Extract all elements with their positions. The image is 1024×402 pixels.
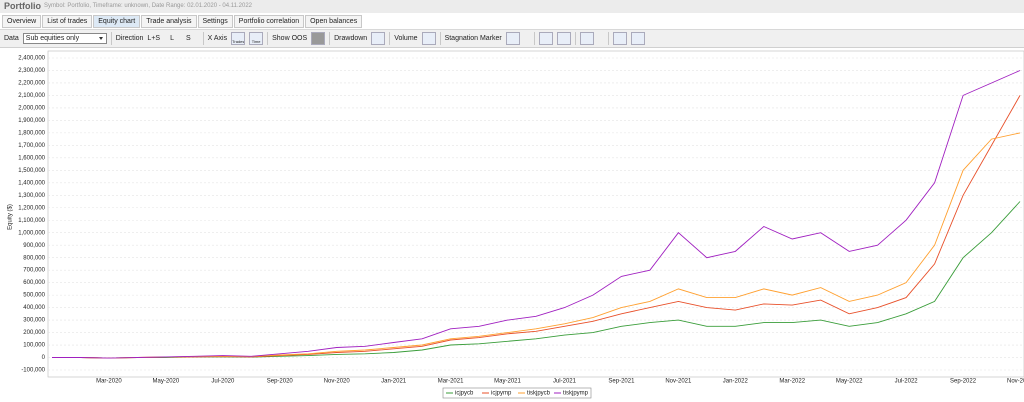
- tab[interactable]: Portfolio correlation: [233, 15, 305, 28]
- label: Show OOS: [272, 35, 308, 42]
- y-tick-label: 2,200,000: [18, 81, 45, 87]
- separator: [607, 32, 609, 45]
- direction-button[interactable]: S: [185, 35, 191, 42]
- x-axis-button[interactable]: Trades: [231, 32, 246, 45]
- x-tick-label: Jul-2020: [211, 379, 235, 385]
- chart-button[interactable]: [579, 32, 594, 45]
- y-tick-label: 800,000: [23, 255, 45, 261]
- x-tick-label: Mar-2020: [96, 379, 122, 385]
- oos-toggle[interactable]: [311, 32, 326, 45]
- separator: [574, 32, 576, 45]
- equity-line: [52, 70, 1021, 359]
- equity-chart: Equity ($) -100,000 0 100,000 200,000 300,00…: [8, 50, 1024, 399]
- y-tick-label: 300,000: [23, 318, 45, 324]
- y-tick-label: 400,000: [23, 305, 45, 311]
- x-tick-label: Jul-2021: [553, 379, 577, 385]
- label: Drawdown: [334, 35, 368, 42]
- x-tick-label: Mar-2022: [779, 379, 805, 385]
- legend-label: tiskjpycb: [527, 391, 551, 397]
- drawdown-button[interactable]: [371, 32, 386, 45]
- x-tick-label: Sep-2021: [608, 379, 635, 385]
- y-tick-label: 1,600,000: [18, 155, 45, 161]
- label: Volume: [394, 35, 418, 42]
- label: Direction: [115, 35, 144, 42]
- x-tick-label: Sep-2022: [950, 379, 977, 385]
- data-select[interactable]: Sub equities only: [22, 33, 107, 44]
- y-tick-label: 100,000: [23, 343, 45, 349]
- y-tick-label: 1,200,000: [18, 205, 45, 211]
- legend-label: tiskjpymp: [563, 391, 589, 397]
- tab[interactable]: Equity chart: [93, 15, 141, 28]
- x-tick-label: Nov-2022: [1007, 379, 1024, 385]
- separator: [439, 32, 441, 45]
- separator: [267, 32, 269, 45]
- equity-line: [52, 132, 1021, 359]
- tab[interactable]: Settings: [197, 15, 233, 28]
- volume-button[interactable]: [421, 32, 436, 45]
- tab-bar: Overview List of trades Equity chart Tra…: [2, 15, 363, 28]
- y-tick-label: 2,300,000: [18, 68, 45, 74]
- y-tick-label: 1,100,000: [18, 218, 45, 224]
- header: Portfolio Symbol: Portfolio, Timeframe: …: [0, 0, 1024, 13]
- app-title: Portfolio: [4, 1, 41, 11]
- y-axis-label: Equity ($): [8, 204, 14, 230]
- x-tick-label: May-2020: [153, 379, 180, 385]
- x-tick-label: Jan-2022: [723, 379, 749, 385]
- y-tick-label: 2,400,000: [18, 56, 45, 62]
- y-tick-label: 2,100,000: [18, 93, 45, 99]
- x-tick-label: Nov-2020: [324, 379, 351, 385]
- x-tick-label: Sep-2020: [267, 379, 294, 385]
- label: Data: [4, 35, 19, 42]
- x-tick-label: Jan-2021: [381, 379, 407, 385]
- y-tick-label: 1,700,000: [18, 143, 45, 149]
- separator: [202, 32, 204, 45]
- x-tick-label: May-2021: [494, 379, 521, 385]
- stagnation-button[interactable]: [505, 32, 520, 45]
- direction-button[interactable]: L: [170, 35, 174, 42]
- tab[interactable]: List of trades: [42, 15, 93, 28]
- tab[interactable]: Overview: [2, 15, 42, 28]
- x-tick-label: Mar-2021: [438, 379, 464, 385]
- x-tick-label: Nov-2021: [665, 379, 692, 385]
- x-axis-button[interactable]: Time: [249, 32, 264, 45]
- y-tick-label: 2,000,000: [18, 105, 45, 111]
- y-tick-label: 0: [42, 355, 46, 361]
- x-tick-label: Jul-2022: [895, 379, 919, 385]
- legend: icjpycb icjpymp tiskjpycb tiskjpymp: [442, 387, 592, 399]
- separator: [110, 32, 112, 45]
- tab[interactable]: Open balances: [305, 15, 363, 28]
- chart-button[interactable]: [538, 32, 553, 45]
- legend-box: [442, 387, 592, 399]
- legend-label: icjpycb: [455, 391, 474, 397]
- separator: [389, 32, 391, 45]
- legend-label: icjpymp: [491, 391, 512, 397]
- y-tick-label: 1,300,000: [18, 193, 45, 199]
- y-tick-label: 500,000: [23, 293, 45, 299]
- chart-button[interactable]: [630, 32, 645, 45]
- y-tick-label: 200,000: [23, 330, 45, 336]
- x-tick-label: May-2022: [836, 379, 863, 385]
- label: X Axis: [207, 35, 228, 42]
- y-tick-label: 1,500,000: [18, 168, 45, 174]
- label: Stagnation Marker: [444, 35, 502, 42]
- y-tick-label: 600,000: [23, 280, 45, 286]
- y-tick-label: 1,800,000: [18, 130, 45, 136]
- tab[interactable]: Trade analysis: [141, 15, 197, 28]
- chart-button[interactable]: [612, 32, 627, 45]
- direction-button[interactable]: L+S: [147, 35, 161, 42]
- chart-button[interactable]: [556, 32, 571, 45]
- y-tick-label: 1,000,000: [18, 230, 45, 236]
- y-tick-label: 1,400,000: [18, 180, 45, 186]
- y-tick-label: 900,000: [23, 243, 45, 249]
- y-tick-label: 1,900,000: [18, 118, 45, 124]
- subtitle: Symbol: Portfolio, Timeframe: unknown, D…: [44, 3, 253, 9]
- separator: [329, 32, 331, 45]
- toolbar: Data Sub equities only Direction L+S L S…: [0, 29, 1024, 48]
- y-tick-label: 700,000: [23, 268, 45, 274]
- separator: [533, 32, 535, 45]
- plot-area: [47, 50, 1024, 378]
- y-tick-label: -100,000: [21, 368, 45, 374]
